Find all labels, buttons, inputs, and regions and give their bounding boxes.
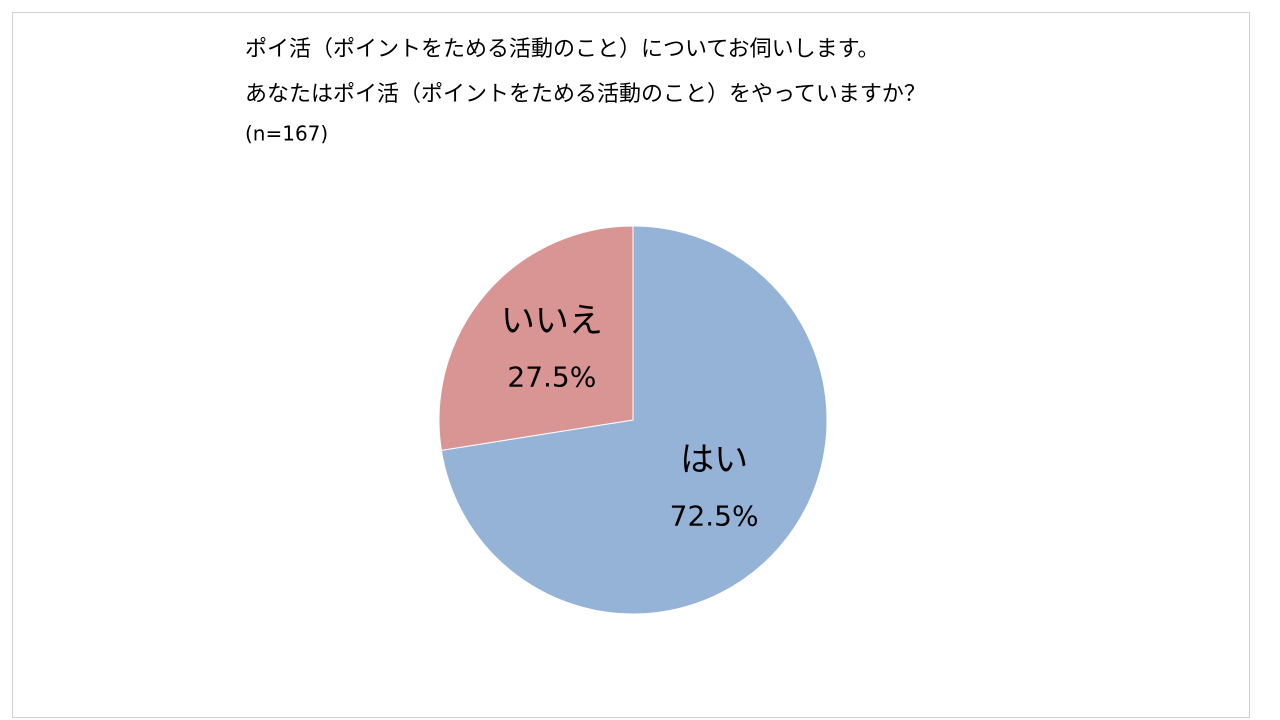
chart-title: ポイ活（ポイントをためる活動のこと）についてお伺いします。 — [245, 37, 879, 62]
chart-note: (n=167) — [245, 122, 328, 146]
pie-slice — [440, 225, 828, 615]
slice-value-label: 27.5% — [507, 361, 596, 394]
slice-value-label: 72.5% — [670, 499, 759, 532]
slice-label: いいえ — [501, 301, 603, 341]
slice-label: はい — [680, 440, 748, 480]
chart-subtitle: あなたはポイ活（ポイントをためる活動のこと）をやっていますか？ — [245, 82, 926, 107]
pie-slice — [438, 225, 634, 451]
